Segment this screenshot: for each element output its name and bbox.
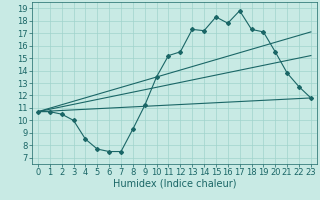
X-axis label: Humidex (Indice chaleur): Humidex (Indice chaleur) <box>113 179 236 189</box>
